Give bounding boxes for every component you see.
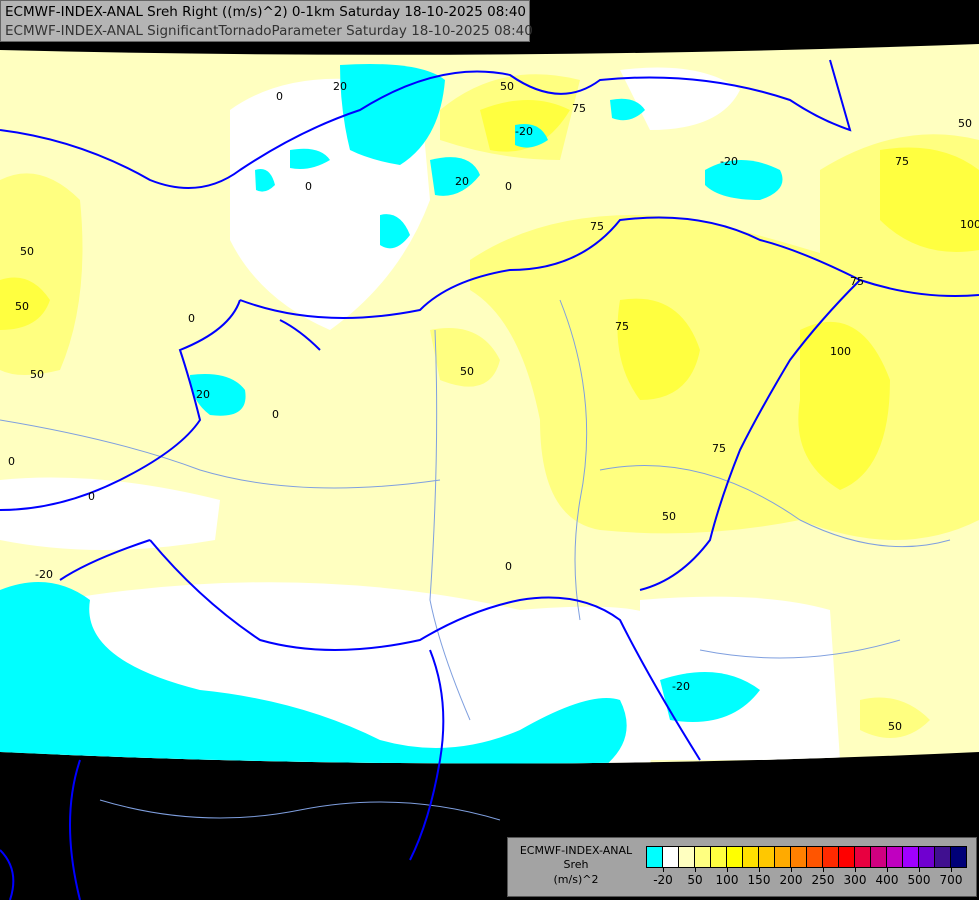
legend-tick	[727, 867, 728, 872]
legend-swatch	[695, 847, 711, 867]
legend-swatch	[935, 847, 951, 867]
contour-label: 50	[958, 117, 972, 130]
legend-swatch	[887, 847, 903, 867]
contour-label: 20	[455, 175, 469, 188]
legend-tick	[791, 867, 792, 872]
legend-tick-label: 500	[907, 873, 931, 887]
legend-swatch	[663, 847, 679, 867]
legend-swatch	[743, 847, 759, 867]
contour-label: 75	[712, 442, 726, 455]
contour-label: 75	[850, 275, 864, 288]
contour-label: 100	[960, 218, 979, 231]
contour-label: 75	[590, 220, 604, 233]
legend-model: ECMWF-INDEX-ANAL	[519, 844, 633, 857]
legend-swatch	[679, 847, 695, 867]
contour-label: 50	[15, 300, 29, 313]
legend-tick	[855, 867, 856, 872]
legend-swatch	[919, 847, 935, 867]
contour-label: 0	[276, 90, 283, 103]
rivers	[0, 299, 951, 821]
contour-label: 0	[272, 408, 279, 421]
contour-label: 50	[888, 720, 902, 733]
legend-swatch	[727, 847, 743, 867]
legend-swatch	[711, 847, 727, 867]
contour-label: 50	[500, 80, 514, 93]
legend-color-scale	[646, 846, 967, 868]
legend-tick-label: 100	[715, 873, 739, 887]
legend-swatch	[951, 847, 966, 867]
legend-tick	[695, 867, 696, 872]
map-title-box: ECMWF-INDEX-ANAL Sreh Right ((m/s)^2) 0-…	[0, 0, 533, 42]
legend-swatch	[855, 847, 871, 867]
legend-tick-label: -20	[653, 873, 673, 887]
legend-swatch	[871, 847, 887, 867]
map-title-secondary: ECMWF-INDEX-ANAL SignificantTornadoParam…	[5, 23, 533, 39]
legend-swatch	[775, 847, 791, 867]
contour-label: -20	[720, 155, 738, 168]
legend-tick	[919, 867, 920, 872]
color-legend: ECMWF-INDEX-ANAL Sreh (m/s)^2 -20 50 100 15…	[507, 837, 977, 897]
legend-tick	[887, 867, 888, 872]
legend-swatch	[823, 847, 839, 867]
legend-tick-label: 50	[687, 873, 703, 887]
contour-label: -20	[515, 125, 533, 138]
legend-swatch	[807, 847, 823, 867]
contour-label: 0	[188, 312, 195, 325]
legend-tick-label: 700	[939, 873, 963, 887]
contour-labels: 0 20 50 75 -20 0 20 50 0 -20 75 50 100 75 0 20 0 50 75 50 0 0…	[8, 80, 979, 733]
map-title-primary: ECMWF-INDEX-ANAL Sreh Right ((m/s)^2) 0-…	[5, 4, 527, 20]
legend-swatch	[903, 847, 919, 867]
contour-label: 0	[505, 560, 512, 573]
sreh-negative-areas	[0, 64, 783, 764]
contour-label: 0	[505, 180, 512, 193]
contour-label: 50	[662, 510, 676, 523]
legend-tick-label: 400	[875, 873, 899, 887]
contour-label: 0	[305, 180, 312, 193]
legend-unit: (m/s)^2	[553, 873, 599, 886]
legend-tick	[759, 867, 760, 872]
legend-tick-label: 150	[747, 873, 771, 887]
legend-tick	[951, 867, 952, 872]
contour-label: -20	[35, 568, 53, 581]
contour-label: 20	[196, 388, 210, 401]
sreh-neutral-areas	[0, 67, 840, 764]
legend-tick-label: 300	[843, 873, 867, 887]
contour-label: 50	[20, 245, 34, 258]
contour-label: 75	[895, 155, 909, 168]
legend-tick-label: 250	[811, 873, 835, 887]
contour-label: 75	[615, 320, 629, 333]
contour-label: -20	[672, 680, 690, 693]
legend-swatch	[759, 847, 775, 867]
contour-label: 0	[8, 455, 15, 468]
legend-swatch	[791, 847, 807, 867]
legend-variable: Sreh	[563, 858, 589, 871]
legend-swatch	[839, 847, 855, 867]
legend-tick	[663, 867, 664, 872]
country-borders	[0, 59, 979, 900]
contour-label: 50	[460, 365, 474, 378]
contour-label: 100	[830, 345, 851, 358]
contour-label: 75	[572, 102, 586, 115]
contour-label: 50	[30, 368, 44, 381]
legend-swatch	[647, 847, 663, 867]
contour-label: 0	[88, 490, 95, 503]
contour-label: 20	[333, 80, 347, 93]
sreh-75-to-125-areas	[0, 100, 979, 490]
legend-tick-label: 200	[779, 873, 803, 887]
legend-tick	[823, 867, 824, 872]
